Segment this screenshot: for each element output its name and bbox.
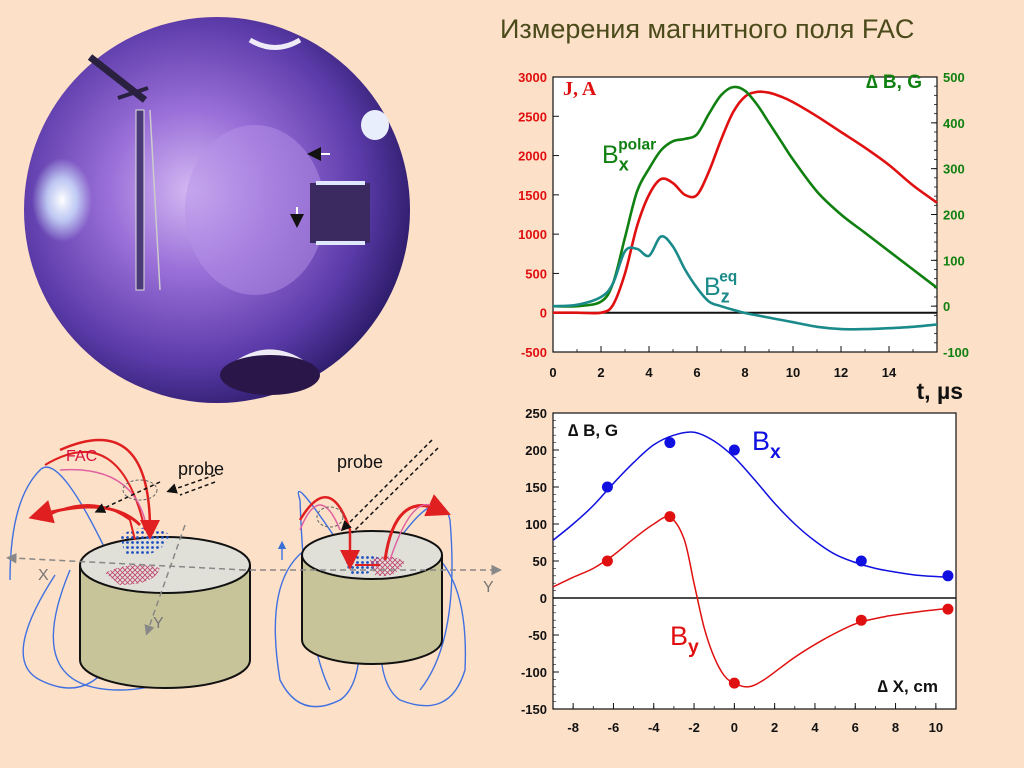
probe-label-left: probe — [178, 459, 224, 479]
y-right-tick-label: 400 — [943, 116, 965, 131]
x-tick-label: 12 — [834, 365, 848, 380]
x-tick-label: 6 — [693, 365, 700, 380]
y-tick-label: 50 — [533, 554, 547, 569]
y-left-tick-label: 2000 — [518, 149, 547, 164]
y-right-tick-label: -100 — [943, 345, 969, 360]
data-point-b-x — [664, 437, 676, 449]
plot-area — [552, 76, 938, 353]
y-axis-label: ∆ B, G — [568, 421, 618, 440]
fit-line-b-x — [552, 431, 948, 579]
x-tick-label: 8 — [892, 720, 899, 735]
data-point-b-x — [601, 481, 613, 493]
plasma-chamber-photo — [24, 17, 410, 403]
x-tick-label: 10 — [786, 365, 800, 380]
x-axis-label: ∆ X, cm — [878, 677, 938, 696]
y-left-tick-label: 1000 — [518, 227, 547, 242]
x-tick-label: -8 — [567, 720, 579, 735]
data-point-b-y — [664, 511, 676, 523]
y-right-tick-label: 100 — [943, 253, 965, 268]
data-point-b-y — [728, 677, 740, 689]
data-point-b-y — [855, 614, 867, 626]
spatial-profile-chart: -8 -6 -4 -2 0 2 4 6 8 10 -150 -100 -50 0 50 100 150 200 25… — [521, 406, 957, 735]
y-tick-label: 100 — [525, 517, 547, 532]
y-left-tick-label: 2500 — [518, 109, 547, 124]
series-label-bz-eq: Bzeq — [704, 268, 737, 306]
probe-label-right: probe — [337, 452, 383, 472]
x-tick-label: 0 — [731, 720, 738, 735]
x-tick-label: 0 — [549, 365, 556, 380]
series-line-b-z-eq — [552, 234, 938, 331]
x-tick-label: 14 — [882, 365, 897, 380]
x-tick-label: -6 — [608, 720, 620, 735]
y-left-tick-label: 3000 — [518, 70, 547, 85]
data-point-b-y — [942, 603, 954, 615]
y-tick-label: 150 — [525, 480, 547, 495]
axis-y-right-label: Y — [483, 579, 494, 596]
y-left-label: J, A — [563, 78, 597, 100]
data-point-b-x — [728, 444, 740, 456]
x-tick-label: -2 — [688, 720, 700, 735]
slide-title: Измерения магнитного поля FAC — [500, 14, 915, 44]
fit-line-b-y — [552, 516, 948, 688]
x-tick-label: 2 — [597, 365, 604, 380]
y-tick-label: 250 — [525, 406, 547, 421]
y-right-tick-label: 300 — [943, 162, 965, 177]
axis-x-label: X — [38, 567, 49, 584]
series-label-by: By — [670, 621, 699, 658]
cylinder-left — [79, 536, 251, 689]
y-left-tick-label: 500 — [525, 266, 547, 281]
x-tick-label: 6 — [852, 720, 859, 735]
x-axis-label: t, µs — [917, 378, 963, 404]
y-tick-label: -100 — [521, 665, 547, 680]
x-tick-label: 10 — [929, 720, 943, 735]
x-tick-label: 8 — [741, 365, 748, 380]
y-right-tick-label: 200 — [943, 208, 965, 223]
schematic-left: FAC probe X Y — [6, 438, 251, 691]
y-left-tick-label: 0 — [540, 306, 547, 321]
x-tick-label: 4 — [645, 365, 653, 380]
series-line-j — [552, 90, 938, 315]
series-line-b-x-polar — [552, 85, 938, 308]
axis-y-left-label: Y — [153, 615, 164, 632]
x-tick-label: 4 — [811, 720, 819, 735]
schematic-right: probe Y — [240, 439, 502, 708]
y-tick-label: -50 — [528, 628, 547, 643]
data-point-b-x — [942, 570, 954, 582]
y-right-label: ∆ B, G — [866, 72, 922, 93]
series-label-bx-polar: Bxpolar — [602, 136, 656, 174]
y-right-tick-label: 0 — [943, 299, 950, 314]
y-tick-label: 200 — [525, 443, 547, 458]
cylinder-right — [301, 530, 443, 665]
data-point-b-x — [855, 555, 867, 567]
y-left-tick-label: -500 — [521, 345, 547, 360]
x-tick-label: -4 — [648, 720, 660, 735]
y-tick-label: 0 — [540, 591, 547, 606]
series-label-bx: Bx — [752, 426, 781, 463]
x-tick-label: 2 — [771, 720, 778, 735]
y-right-tick-label: 500 — [943, 70, 965, 85]
plot-area — [552, 412, 957, 710]
time-trace-chart: 0 2 4 6 8 10 12 14-500050010001500200025003000-… — [518, 70, 969, 404]
fac-label: FAC — [66, 448, 97, 465]
y-left-tick-label: 1500 — [518, 188, 547, 203]
data-point-b-y — [601, 555, 613, 567]
y-tick-label: -150 — [521, 702, 547, 717]
